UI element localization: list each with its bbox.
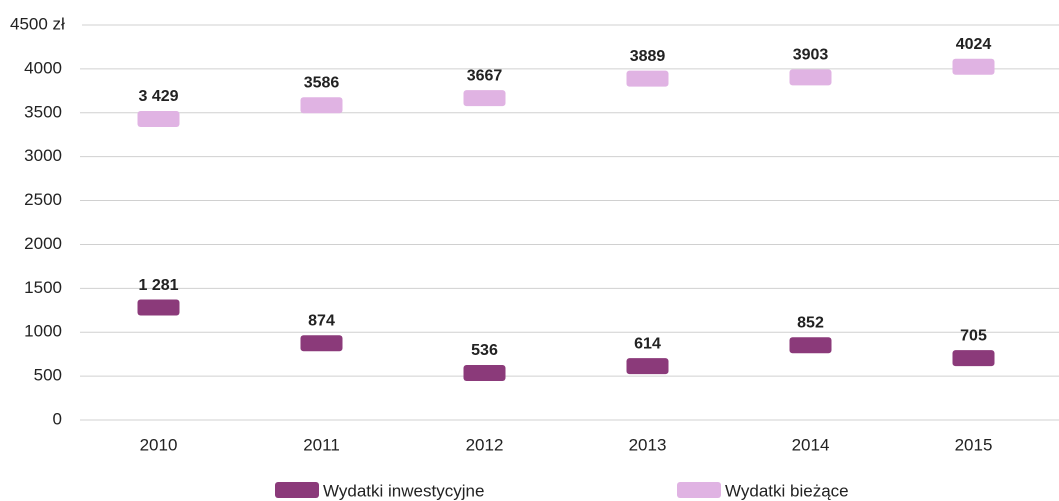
legend-label: Wydatki inwestycyjne	[323, 481, 484, 500]
value-label: 3889	[630, 48, 666, 65]
y-tick-label: 4500 zł	[10, 14, 65, 33]
legend-swatch	[275, 482, 319, 498]
value-label: 3903	[793, 47, 829, 64]
x-tick-label: 2013	[629, 435, 667, 454]
value-label: 705	[960, 327, 987, 344]
marker	[463, 364, 506, 381]
value-label: 852	[797, 314, 824, 331]
marker	[137, 111, 180, 128]
marker	[300, 97, 343, 114]
x-tick-label: 2014	[792, 435, 830, 454]
value-label: 874	[308, 313, 335, 330]
y-tick-label: 0	[53, 409, 62, 428]
marker	[789, 337, 832, 354]
marker	[789, 69, 832, 86]
value-label: 614	[634, 335, 661, 352]
y-tick-label: 1500	[24, 278, 62, 297]
value-label: 3667	[467, 67, 503, 84]
y-tick-label: 1000	[24, 322, 62, 341]
marker	[952, 350, 995, 367]
y-tick-label: 3500	[24, 102, 62, 121]
x-tick-label: 2012	[466, 435, 504, 454]
legend-label: Wydatki bieżące	[725, 481, 849, 500]
value-label: 1 281	[138, 277, 178, 294]
x-tick-label: 2010	[140, 435, 178, 454]
value-label: 536	[471, 342, 498, 359]
marker	[626, 70, 669, 87]
x-tick-label: 2011	[303, 435, 340, 454]
marker	[463, 90, 506, 107]
value-label: 3 429	[138, 88, 178, 105]
legend-swatch	[677, 482, 721, 498]
value-label: 4024	[956, 36, 992, 53]
marker	[137, 299, 180, 316]
x-tick-label: 2015	[955, 435, 993, 454]
y-tick-label: 500	[34, 366, 62, 385]
marker	[626, 358, 669, 375]
marker	[952, 58, 995, 75]
value-label: 3586	[304, 74, 340, 91]
y-tick-label: 3000	[24, 146, 62, 165]
marker	[300, 335, 343, 352]
y-tick-label: 2000	[24, 234, 62, 253]
y-tick-label: 4000	[24, 58, 62, 77]
y-tick-label: 2500	[24, 190, 62, 209]
